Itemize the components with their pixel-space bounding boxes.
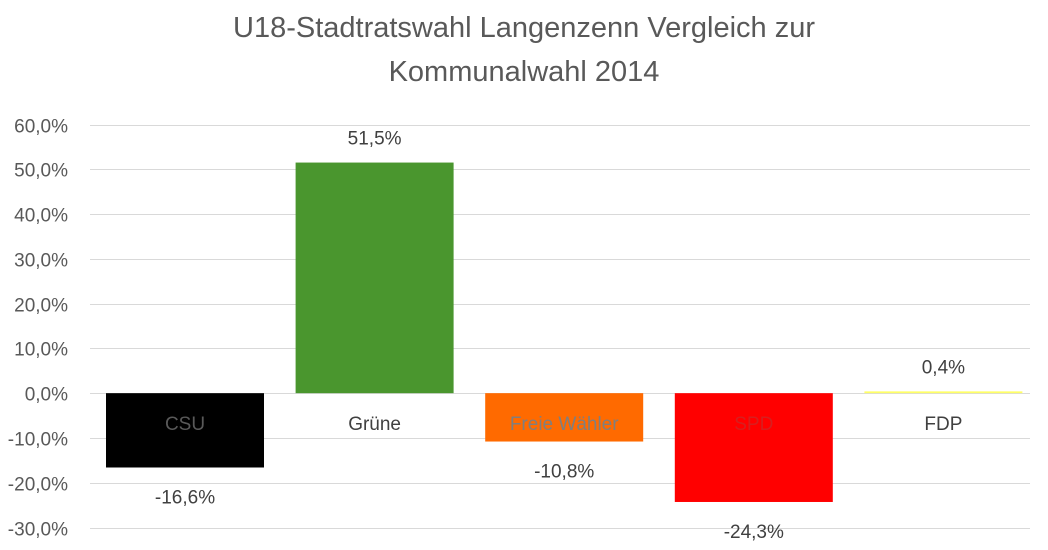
bar-grüne xyxy=(295,162,454,394)
data-label: 51,5% xyxy=(348,129,402,150)
chart-title-line-2: Kommunalwahl 2014 xyxy=(388,56,660,88)
y-tick-label: -30,0% xyxy=(8,520,68,541)
y-tick-label: 60,0% xyxy=(14,117,68,138)
category-label: Freie Wähler xyxy=(510,414,619,435)
chart-title: U18-Stadtratswahl Langenzenn Vergleich z… xyxy=(0,6,1048,94)
y-tick-label: 50,0% xyxy=(14,161,68,182)
y-tick-label: -10,0% xyxy=(8,430,68,451)
chart-title-line-1: U18-Stadtratswahl Langenzenn Vergleich z… xyxy=(233,12,815,44)
y-tick-label: 0,0% xyxy=(25,385,68,406)
category-label: SPD xyxy=(734,414,773,435)
category-label: FDP xyxy=(924,414,962,435)
bar-freie-wähler xyxy=(485,393,644,442)
y-tick-label: -20,0% xyxy=(8,475,68,496)
category-label: Grüne xyxy=(348,414,401,435)
bars xyxy=(106,162,1023,502)
bar-spd xyxy=(674,393,833,502)
bar-csu xyxy=(106,393,264,468)
data-label: -10,8% xyxy=(534,462,594,483)
category-label: CSU xyxy=(165,414,205,435)
data-labels: -16,6% 51,5% -10,8% -24,3% 0,4% xyxy=(155,129,965,543)
y-tick-label: 40,0% xyxy=(14,206,68,227)
y-axis-tick-labels: 60,0% 50,0% 40,0% 30,0% 20,0% 10,0% 0,0% -10,0%… xyxy=(8,117,68,541)
y-tick-label: 20,0% xyxy=(14,296,68,317)
data-label: 0,4% xyxy=(922,357,965,378)
category-labels: CSU Grüne Freie Wähler SPD FDP xyxy=(165,414,962,435)
y-tick-label: 30,0% xyxy=(14,251,68,272)
bar-fdp xyxy=(864,391,1023,394)
y-tick-label: 10,0% xyxy=(14,340,68,361)
data-label: -16,6% xyxy=(155,487,215,508)
data-label: -24,3% xyxy=(724,522,784,543)
